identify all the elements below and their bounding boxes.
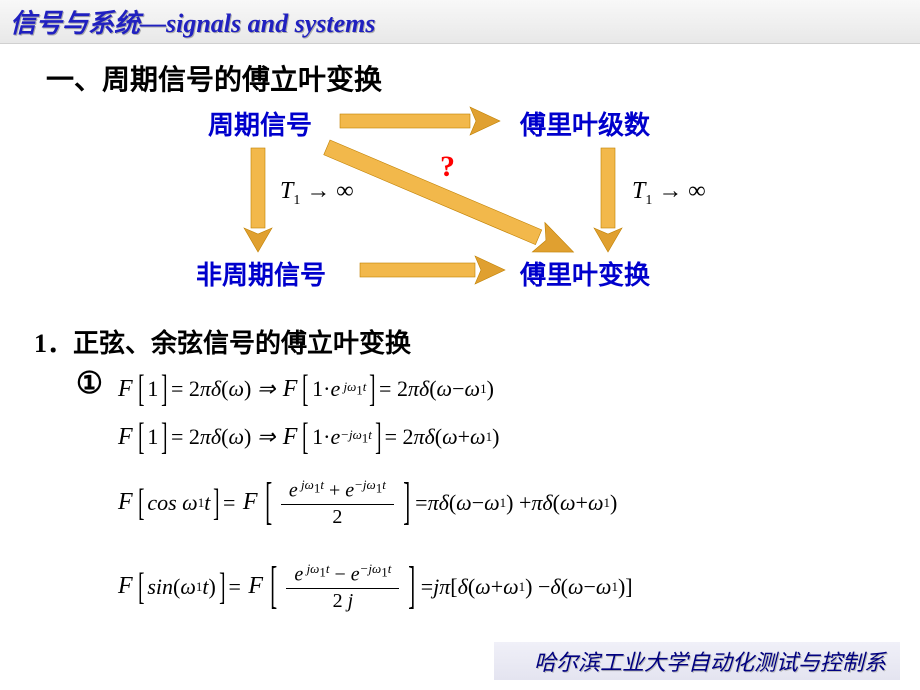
question-mark: ? [440,150,455,184]
node-periodic-signal: 周期信号 [208,105,312,142]
circled-one: ① [76,366,103,401]
node-fourier-series: 傅里叶级数 [520,105,650,142]
equation-4: F [sin(ω1t)] = F [ e jω1t − e−jω1t 2 j ]… [116,560,633,614]
t1-right-label: T1 → ∞ [632,178,705,209]
equation-2: F [1] = 2πδ(ω) ⇒ F [1·e−jω1t] = 2πδ(ω + … [116,418,499,456]
title-bar: 信号与系统—signals and systems [0,0,920,44]
page-title: 信号与系统—signals and systems [10,3,376,40]
section-2-heading: 1．正弦、余弦信号的傅立叶变换 [34,323,411,360]
equation-3: F [cos ω1t] = F [ e jω1t + e−jω1t 2 ] = … [116,476,617,530]
equation-1: F [1] = 2πδ(ω) ⇒ F [1·e jω1t] = 2πδ(ω − … [116,370,494,408]
t1-left-label: T1 → ∞ [280,178,353,209]
section-1-heading: 一、周期信号的傅立叶变换 [46,58,382,98]
node-aperiodic-signal: 非周期信号 [196,255,326,292]
node-fourier-transform: 傅里叶变换 [520,255,650,292]
footer-institution: 哈尔滨工业大学自动化测试与控制系 [494,642,900,680]
